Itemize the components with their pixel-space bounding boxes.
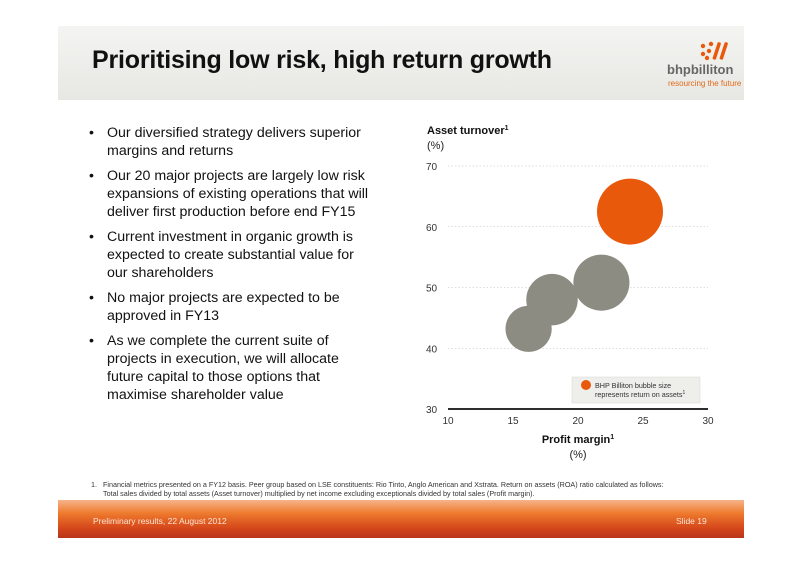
x-tick-label: 20 (572, 416, 584, 427)
footnote-line-1: Financial metrics presented on a FY12 ba… (103, 480, 664, 489)
x-tick-label: 30 (702, 416, 714, 427)
x-axis-label: Profit margin1 (542, 434, 614, 446)
y-tick-label: 40 (426, 344, 438, 355)
bullet-icon: • (89, 290, 94, 306)
bubble-bhp (597, 178, 663, 245)
legend-marker (581, 380, 591, 390)
x-axis-label-sup: 1 (610, 434, 614, 441)
footnote: 1. Financial metrics presented on a FY12… (91, 480, 731, 498)
footer-band (58, 500, 744, 538)
x-tick-label: 15 (507, 416, 519, 427)
bullet-icon: • (89, 333, 94, 349)
bhp-logo-mark-icon (700, 41, 728, 61)
footnote-number: 1. (91, 480, 97, 489)
slide-title: Prioritising low risk, high return growt… (92, 46, 552, 74)
footer-date: Preliminary results, 22 August 2012 (93, 516, 227, 526)
chart-legend: BHP Billiton bubble size represents retu… (571, 376, 701, 404)
bullet-item: • Our 20 major projects are largely low r… (88, 167, 378, 221)
bubble-chart: Asset turnover1 (%) 30 40 50 60 70 10 15 20 25 30… (426, 125, 714, 461)
y-tick-label: 60 (426, 223, 438, 234)
slide-canvas (58, 26, 744, 538)
bhp-logo: bhpbilliton resourcing the future (661, 40, 741, 92)
bhp-logo-name: bhpbilliton (667, 62, 734, 77)
slide-header-band (58, 26, 744, 100)
bullet-text: Our 20 major projects are largely low ri… (107, 168, 369, 220)
bullet-text: Current investment in organic growth is … (107, 229, 354, 281)
x-tick-label: 25 (637, 416, 649, 427)
bullet-text: Our diversified strategy delivers superi… (107, 125, 361, 159)
bullet-icon: • (89, 229, 94, 245)
y-tick-label: 50 (426, 284, 438, 295)
bullet-text: As we complete the current suite of proj… (107, 333, 339, 403)
x-tick-label: 10 (442, 416, 454, 427)
slide-number: Slide 19 (676, 516, 707, 526)
bullet-list: • Our diversified strategy delivers super… (88, 124, 378, 411)
bullet-item: • As we complete the current suite of pro… (88, 332, 378, 404)
bhp-logo-tagline: resourcing the future (668, 79, 742, 88)
bullet-text: No major projects are expected to be app… (107, 290, 340, 324)
bubble-peer (505, 305, 552, 352)
legend-text-line2: represents return on assets1 (595, 390, 686, 399)
y-axis-label: Asset turnover1 (427, 125, 509, 137)
y-axis-unit: (%) (427, 140, 444, 152)
bullet-item: • No major projects are expected to be ap… (88, 289, 378, 325)
y-axis-label-sup: 1 (505, 125, 509, 132)
legend-text-line1: BHP Billiton bubble size (595, 381, 671, 390)
legend-sup: 1 (683, 390, 686, 396)
bubble-peer (573, 254, 630, 311)
bullet-item: • Current investment in organic growth is… (88, 228, 378, 282)
bullet-icon: • (89, 168, 94, 184)
y-tick-label: 30 (426, 405, 438, 416)
bullet-icon: • (89, 125, 94, 141)
legend-box (571, 376, 701, 404)
y-tick-label: 70 (426, 162, 438, 173)
footnote-line-2: Total sales divided by total assets (Ass… (103, 489, 535, 498)
bullet-item: • Our diversified strategy delivers super… (88, 124, 378, 160)
x-axis-unit: (%) (569, 449, 586, 461)
